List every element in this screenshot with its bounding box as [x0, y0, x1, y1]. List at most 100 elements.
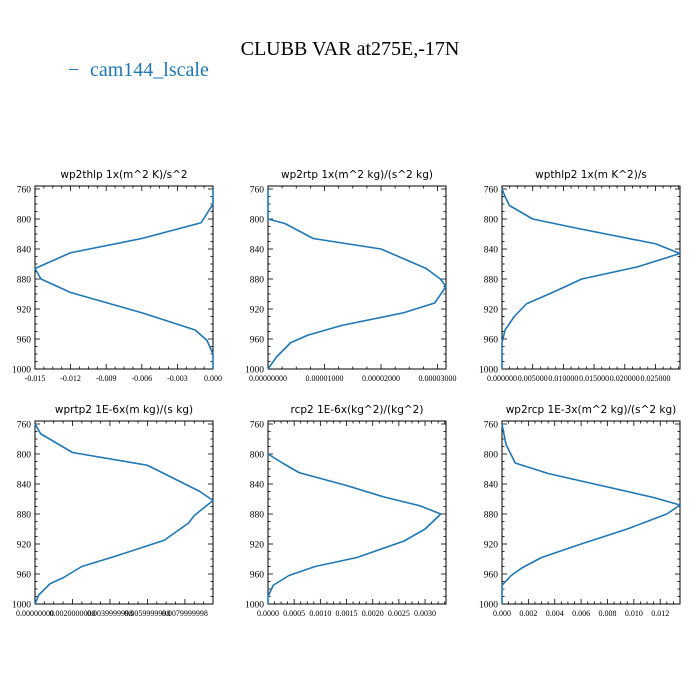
- series-line-cam144_lscale: [34, 423, 214, 605]
- y-tick-label: 920: [484, 541, 499, 551]
- subplot-title: wprtp2 1E-6x(m kg)/(s kg): [55, 404, 193, 416]
- series-line-cam144_lscale: [267, 453, 442, 604]
- x-tick-label: -0.012: [60, 374, 81, 383]
- y-tick-label: 1000: [12, 601, 31, 611]
- plot-frame: [34, 185, 214, 370]
- x-tick-label: 0.004: [546, 609, 564, 618]
- x-tick-label: 0.025000: [640, 374, 670, 383]
- x-tick-label: 0.0020000000: [49, 609, 95, 618]
- y-tick-label: 880: [17, 276, 32, 286]
- x-tick-label: 0.0005: [283, 609, 305, 618]
- y-tick-label: 920: [250, 306, 265, 316]
- x-tick-label: 0.006: [572, 609, 590, 618]
- x-tick-label: -0.009: [96, 374, 117, 383]
- x-tick-label: 0.010000: [548, 374, 578, 383]
- x-tick-label: 0.00000000: [249, 374, 287, 383]
- x-tick-label: 0.000000: [487, 374, 517, 383]
- y-tick-label: 880: [484, 511, 499, 521]
- x-tick-label: -0.006: [131, 374, 152, 383]
- y-tick-label: 960: [17, 336, 32, 346]
- y-tick-label: 1000: [479, 366, 498, 376]
- legend-marker: −: [68, 59, 79, 81]
- y-tick-label: 800: [17, 216, 32, 226]
- y-tick-label: 840: [250, 246, 265, 256]
- subplot-title: rcp2 1E-6x(kg^2)/(kg^2): [291, 404, 424, 416]
- y-tick-label: 840: [17, 246, 32, 256]
- y-tick-label: 760: [17, 421, 32, 431]
- plot-frame: [267, 185, 447, 370]
- subplot-title: wp2thlp 1x(m^2 K)/s^2: [60, 169, 187, 181]
- subplot-4: wprtp2 1E-6x(m kg)/(s kg) 760 800 840 880 920…: [12, 404, 214, 618]
- y-tick-label: 760: [17, 186, 32, 196]
- x-tick-label: 0.020000: [610, 374, 640, 383]
- x-tick-label: -0.003: [167, 374, 188, 383]
- subplot-5: rcp2 1E-6x(kg^2)/(kg^2) 760 800 840 880 920 96…: [245, 404, 447, 618]
- figure-title: CLUBB VAR at275E,-17N: [241, 38, 460, 60]
- x-tick-label: 0.0079999998: [162, 609, 208, 618]
- y-tick-label: 880: [17, 511, 32, 521]
- y-tick-label: 1000: [479, 601, 498, 611]
- plot-frame: [34, 420, 214, 605]
- x-tick-label: 0.005000: [518, 374, 548, 383]
- x-tick-label: 0.012: [651, 609, 669, 618]
- y-tick-label: 880: [250, 511, 265, 521]
- plot-frame: [501, 420, 681, 605]
- y-tick-label: 920: [17, 306, 32, 316]
- x-tick-label: 0.002: [519, 609, 537, 618]
- y-tick-label: 1000: [245, 601, 264, 611]
- subplot-title: wp2rtp 1x(m^2 kg)/(s^2 kg): [281, 169, 433, 181]
- x-tick-label: 0.008: [598, 609, 616, 618]
- y-tick-label: 760: [250, 421, 265, 431]
- y-tick-label: 960: [484, 336, 499, 346]
- series-line-cam144_lscale: [34, 189, 214, 369]
- x-tick-label: 0.0000: [257, 609, 279, 618]
- x-tick-label: 0.0039999998: [87, 609, 133, 618]
- x-tick-label: 0.00001000: [306, 374, 344, 383]
- x-tick-label: 0.0030: [414, 609, 436, 618]
- y-tick-label: 960: [17, 571, 32, 581]
- y-tick-label: 760: [250, 186, 265, 196]
- subplot-title: wp2rcp 1E-3x(m^2 kg)/(s^2 kg): [506, 404, 677, 416]
- y-tick-label: 960: [250, 336, 265, 346]
- y-tick-label: 920: [484, 306, 499, 316]
- x-tick-label: 0.00002000: [362, 374, 400, 383]
- y-tick-label: 920: [17, 541, 32, 551]
- subplot-grid: wp2thlp 1x(m^2 K)/s^2 760 800 840 880 920 960 1…: [12, 169, 681, 618]
- y-tick-label: 1000: [12, 366, 31, 376]
- x-tick-label: 0.015000: [579, 374, 609, 383]
- x-tick-label: 0.00000000: [16, 609, 54, 618]
- series-line-cam144_lscale: [501, 423, 681, 604]
- subplot-2: wp2rtp 1x(m^2 kg)/(s^2 kg) 760 800 840 880 92…: [245, 169, 457, 383]
- y-tick-label: 880: [250, 276, 265, 286]
- x-tick-label: 0.00003000: [419, 374, 457, 383]
- y-tick-label: 760: [484, 186, 499, 196]
- series-line-cam144_lscale: [267, 189, 447, 370]
- legend: − cam144_lscale: [68, 59, 209, 81]
- x-tick-label: 0.0059999998: [124, 609, 170, 618]
- subplot-3: wpthlp2 1x(m K^2)/s 760 800 840 880 920 960 100…: [479, 169, 681, 383]
- y-tick-label: 840: [250, 481, 265, 491]
- y-tick-label: 800: [484, 451, 499, 461]
- x-tick-label: 0.0015: [336, 609, 358, 618]
- x-tick-label: -0.015: [25, 374, 46, 383]
- x-tick-label: 0.0025: [388, 609, 410, 618]
- subplot-6: wp2rcp 1E-3x(m^2 kg)/(s^2 kg) 760 800 840 88…: [479, 404, 681, 618]
- legend-label: cam144_lscale: [90, 59, 209, 81]
- y-tick-label: 840: [17, 481, 32, 491]
- x-tick-label: 0.000: [204, 374, 222, 383]
- x-tick-label: 0.000: [493, 609, 511, 618]
- y-tick-label: 800: [484, 216, 499, 226]
- y-tick-label: 800: [250, 216, 265, 226]
- y-tick-label: 760: [484, 421, 499, 431]
- y-tick-label: 960: [484, 571, 499, 581]
- y-tick-label: 840: [484, 246, 499, 256]
- y-tick-label: 960: [250, 571, 265, 581]
- plot-frame: [501, 185, 681, 370]
- series-line-cam144_lscale: [501, 188, 681, 369]
- x-tick-label: 0.0010: [309, 609, 331, 618]
- x-tick-label: 0.0020: [362, 609, 384, 618]
- subplot-title: wpthlp2 1x(m K^2)/s: [535, 169, 647, 181]
- x-tick-label: 0.010: [625, 609, 643, 618]
- y-tick-label: 840: [484, 481, 499, 491]
